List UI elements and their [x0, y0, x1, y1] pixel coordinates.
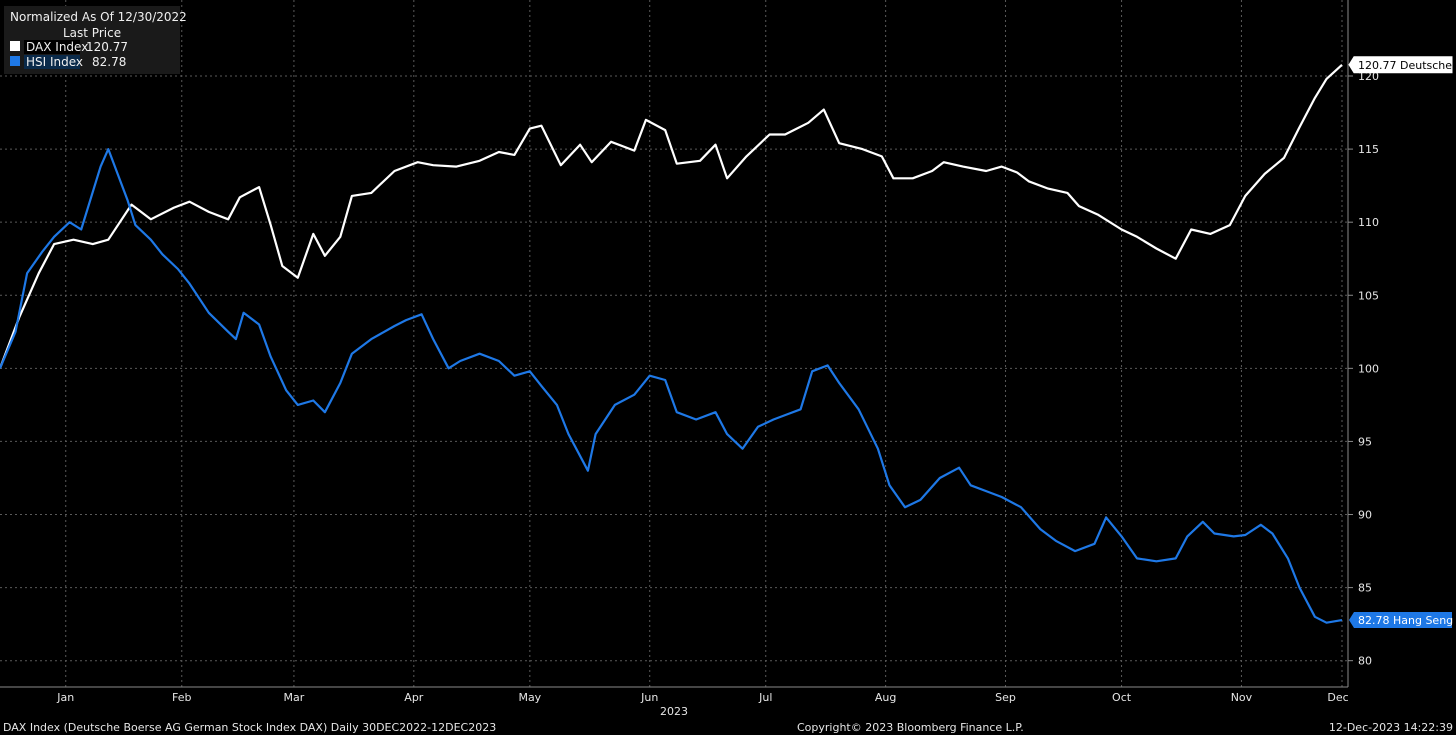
- footer-center: Copyright© 2023 Bloomberg Finance L.P.: [797, 721, 1024, 734]
- y-tick-label: 80: [1358, 655, 1372, 668]
- end-label-dax: 120.77 Deutsche: [1348, 56, 1453, 74]
- x-tick-label: Nov: [1231, 691, 1253, 704]
- x-tick-label: Jul: [758, 691, 772, 704]
- y-tick-label: 90: [1358, 509, 1372, 522]
- dax-end-label-text: 120.77 Deutsche: [1358, 59, 1452, 72]
- x-tick-label: Feb: [172, 691, 191, 704]
- end-label-hsi: 82.78 Hang Seng: [1349, 612, 1453, 629]
- legend-entry-hsi: HSI Index: [26, 55, 83, 69]
- legend-swatch-hsi: [10, 56, 20, 66]
- y-tick-label: 115: [1358, 143, 1379, 156]
- x-tick-label: Aug: [875, 691, 896, 704]
- footer-right: 12-Dec-2023 14:22:39: [1329, 721, 1453, 734]
- y-tick-label: 110: [1358, 216, 1379, 229]
- legend-entry-dax: DAX Index: [26, 40, 88, 54]
- x-tick-label: Jan: [56, 691, 74, 704]
- legend-name-bg-dax: [24, 40, 80, 54]
- y-tick-label: 100: [1358, 362, 1379, 375]
- x-tick-label: Apr: [404, 691, 424, 704]
- legend-name-bg-hsi: [24, 55, 80, 69]
- dax-end-tag: [1348, 56, 1453, 74]
- legend-swatch-dax: [10, 41, 20, 51]
- legend-value-dax: 120.77: [86, 40, 128, 54]
- y-axis: 80 85 90 95 100 105 110 115 120: [1348, 70, 1379, 668]
- y-tick-label: 85: [1358, 582, 1372, 595]
- legend: Normalized As Of 12/30/2022 Last Price D…: [4, 6, 187, 74]
- legend-header: Normalized As Of 12/30/2022: [10, 10, 187, 24]
- hsi-end-tag: [1349, 612, 1452, 629]
- y-tick-label: 95: [1358, 435, 1372, 448]
- x-tick-label: Dec: [1327, 691, 1348, 704]
- x-tick-label: Jun: [640, 691, 658, 704]
- x-tick-label: Sep: [995, 691, 1016, 704]
- plot-area: [0, 63, 1343, 624]
- hsi-series-line: [0, 148, 1343, 624]
- y-tick-label: 120: [1358, 70, 1379, 83]
- legend-title: Last Price: [63, 26, 121, 40]
- footer-left: DAX Index (Deutsche Boerse AG German Sto…: [3, 721, 496, 734]
- x-tick-label: Mar: [284, 691, 305, 704]
- x-tick-label: Oct: [1112, 691, 1132, 704]
- dax-series-line: [0, 63, 1343, 369]
- legend-value-hsi: 82.78: [92, 55, 126, 69]
- x-axis: Jan Feb Mar Apr May Jun Jul Aug Sep Oct Nov Dec: [56, 691, 1348, 704]
- y-tick-label: 105: [1358, 289, 1379, 302]
- x-axis-year-label: 2023: [660, 705, 688, 718]
- hsi-end-label-text: 82.78 Hang Seng: [1358, 614, 1453, 627]
- x-tick-label: May: [518, 691, 541, 704]
